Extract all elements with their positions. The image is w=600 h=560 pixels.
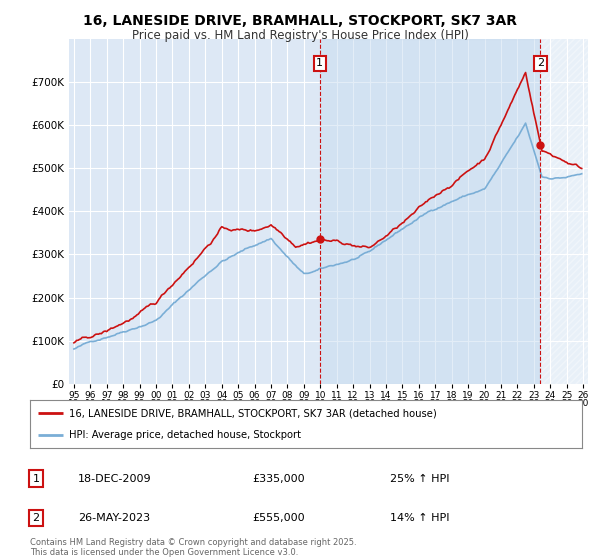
Text: £335,000: £335,000: [252, 474, 305, 484]
Text: HPI: Average price, detached house, Stockport: HPI: Average price, detached house, Stoc…: [68, 430, 301, 440]
Text: 1: 1: [32, 474, 40, 484]
Text: 16, LANESIDE DRIVE, BRAMHALL, STOCKPORT, SK7 3AR: 16, LANESIDE DRIVE, BRAMHALL, STOCKPORT,…: [83, 14, 517, 28]
Text: Contains HM Land Registry data © Crown copyright and database right 2025.
This d: Contains HM Land Registry data © Crown c…: [30, 538, 356, 557]
Text: 18-DEC-2009: 18-DEC-2009: [78, 474, 152, 484]
Text: 16, LANESIDE DRIVE, BRAMHALL, STOCKPORT, SK7 3AR (detached house): 16, LANESIDE DRIVE, BRAMHALL, STOCKPORT,…: [68, 408, 436, 418]
Bar: [541, 39, 588, 384]
Text: £555,000: £555,000: [252, 513, 305, 523]
Text: 1: 1: [316, 58, 323, 68]
Text: 14% ↑ HPI: 14% ↑ HPI: [390, 513, 449, 523]
Text: Price paid vs. HM Land Registry's House Price Index (HPI): Price paid vs. HM Land Registry's House …: [131, 29, 469, 42]
Text: 25% ↑ HPI: 25% ↑ HPI: [390, 474, 449, 484]
Text: 26-MAY-2023: 26-MAY-2023: [78, 513, 150, 523]
Bar: [320, 39, 541, 384]
Text: 2: 2: [32, 513, 40, 523]
Text: 2: 2: [537, 58, 544, 68]
